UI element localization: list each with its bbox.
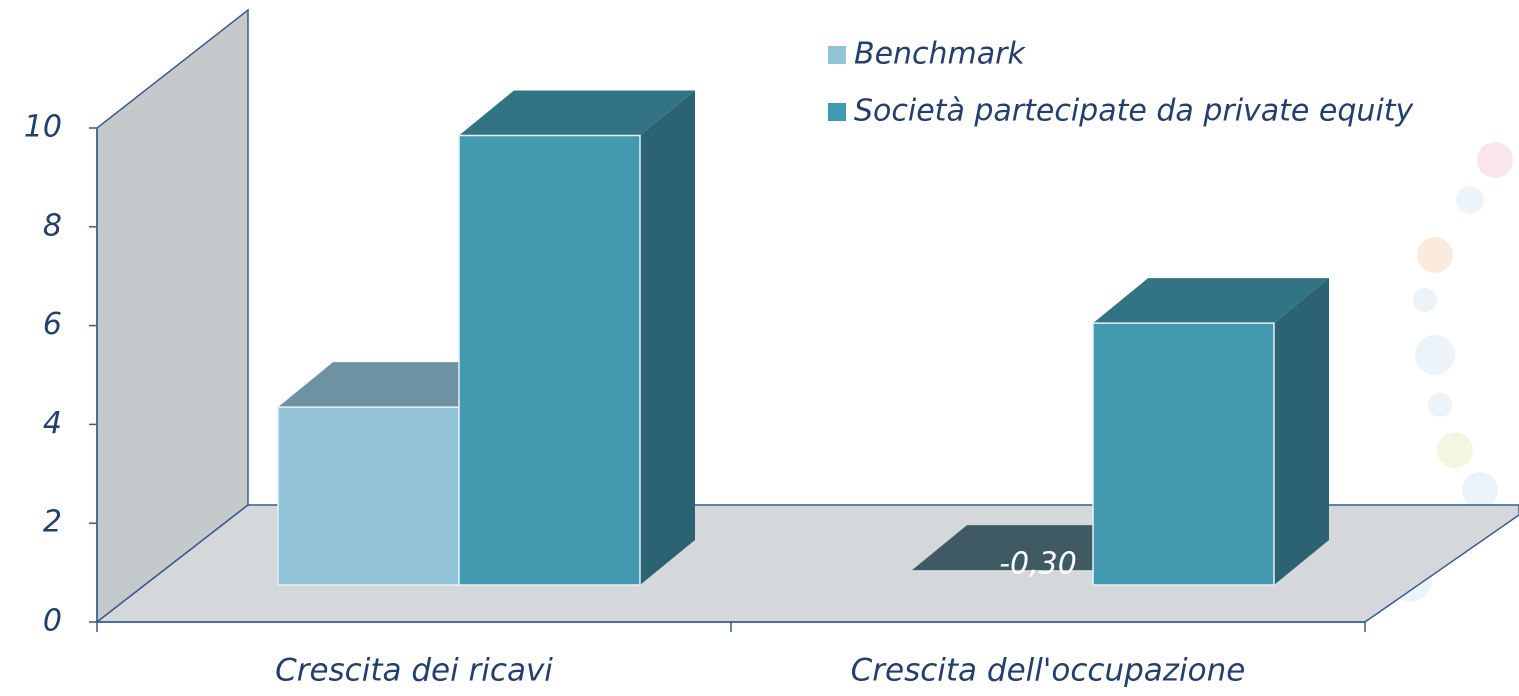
bar-top <box>278 362 514 408</box>
legend-swatch <box>828 103 846 121</box>
y-tick-label: 2 <box>43 505 62 540</box>
bar-side <box>1274 278 1329 585</box>
x-tick-label: Crescita dell'occupazione <box>851 653 1246 689</box>
bar <box>277 406 460 586</box>
y-tick-label: 8 <box>43 208 62 243</box>
y-tick-label: 10 <box>24 110 62 145</box>
plot: -0,30 <box>277 90 1329 586</box>
legend: Benchmark Società partecipate da private… <box>828 37 1415 129</box>
x-tick-label: Crescita dei ricavi <box>275 653 553 689</box>
bar-top <box>459 90 695 136</box>
bar-side <box>640 90 695 586</box>
value-label: -0,30 <box>999 547 1077 582</box>
bar <box>458 134 641 586</box>
bar <box>912 525 1148 571</box>
legend-label: Società partecipate da private equity <box>854 94 1415 129</box>
legend-swatch <box>828 46 846 64</box>
bar <box>1092 322 1275 586</box>
bar-top <box>1093 278 1329 324</box>
y-tick-label: 4 <box>43 406 62 441</box>
y-tick-label: 6 <box>43 307 62 342</box>
y-tick-label: 0 <box>43 604 62 639</box>
legend-label: Benchmark <box>854 37 1027 72</box>
